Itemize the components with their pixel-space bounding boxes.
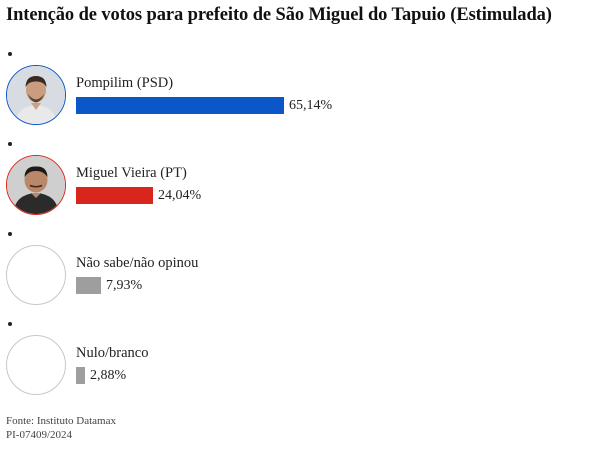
list-item: Não sabe/não opinou 7,93% bbox=[0, 232, 600, 320]
empty-avatar bbox=[6, 335, 66, 395]
bar bbox=[76, 97, 284, 114]
list-bullet bbox=[8, 142, 12, 146]
value-label: 24,04% bbox=[158, 188, 202, 203]
bar bbox=[76, 277, 101, 294]
list-bullet bbox=[8, 232, 12, 236]
bar-chart: Pompilim (PSD) 65,14% Miguel Vieira (PT) 24… bbox=[0, 52, 600, 410]
category-label: Pompilim (PSD) bbox=[76, 75, 174, 91]
registration-text: PI-07409/2024 bbox=[6, 429, 72, 441]
value-label: 65,14% bbox=[289, 98, 333, 113]
empty-avatar bbox=[6, 245, 66, 305]
list-item: Miguel Vieira (PT) 24,04% bbox=[0, 142, 600, 230]
bar bbox=[76, 187, 153, 204]
candidate-photo bbox=[6, 155, 66, 215]
source-text: Fonte: Instituto Datamax bbox=[6, 415, 116, 427]
list-bullet bbox=[8, 322, 12, 326]
list-item: Pompilim (PSD) 65,14% bbox=[0, 52, 600, 140]
chart-footer: Fonte: Instituto Datamax PI-07409/2024 bbox=[6, 414, 116, 442]
list-item: Nulo/branco 2,88% bbox=[0, 322, 600, 410]
value-label: 7,93% bbox=[106, 278, 143, 293]
chart-title: Intenção de votos para prefeito de São M… bbox=[6, 5, 552, 25]
category-label: Miguel Vieira (PT) bbox=[76, 165, 187, 181]
candidate-photo bbox=[6, 65, 66, 125]
value-label: 2,88% bbox=[90, 368, 127, 383]
category-label: Não sabe/não opinou bbox=[76, 255, 199, 271]
bar bbox=[76, 367, 85, 384]
list-bullet bbox=[8, 52, 12, 56]
category-label: Nulo/branco bbox=[76, 345, 149, 361]
